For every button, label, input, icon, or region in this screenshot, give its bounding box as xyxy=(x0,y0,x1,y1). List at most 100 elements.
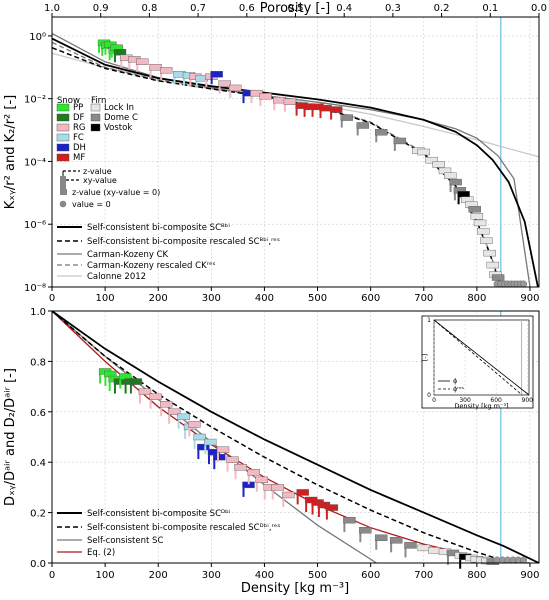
legend-snow-label: DF xyxy=(73,113,85,123)
legend-snow-title: Snow xyxy=(57,96,80,106)
porosity-tick-label: 0.7 xyxy=(190,3,206,14)
bottom-data-points xyxy=(98,368,528,569)
bottom-data-point xyxy=(188,421,201,428)
legend-circle-marker xyxy=(59,200,67,208)
bottom-data-point xyxy=(404,542,417,549)
top-data-point xyxy=(259,92,272,100)
top-y-tick-label: 10⁰ xyxy=(29,32,46,43)
top-data-point xyxy=(229,84,242,92)
inset-x-axis-label: Density [kg m⁻³] xyxy=(454,402,508,410)
bottom-x-tick-label: 300 xyxy=(202,570,221,581)
top-x-tick-label: 800 xyxy=(467,293,486,304)
bottom-data-point xyxy=(271,484,284,491)
legend-label-sc-bi: Self-consistent bi-composite SCᴮᵇⁱ xyxy=(87,223,230,233)
bottom-y-axis-label: Dₓᵧ/Dᵃⁱʳ and D₂/Dᵃⁱʳ [-] xyxy=(3,368,18,506)
legend-firn-label: Dome C xyxy=(104,113,138,123)
bottom-series-line xyxy=(51,310,540,564)
legend-label-sc-bi-res: Self-consistent bi-composite rescaled SC… xyxy=(87,237,280,247)
legend-snow-swatch xyxy=(56,103,70,112)
legend-snow-swatch xyxy=(56,123,70,132)
bottom-y-tick-label: 0.4 xyxy=(30,458,46,469)
bottom-data-point xyxy=(343,516,356,524)
top-y-tick-label: 10⁻² xyxy=(24,95,46,106)
top-data-point xyxy=(457,191,470,198)
bottom-data-point xyxy=(129,378,143,385)
porosity-tick-label: 0.8 xyxy=(141,3,157,14)
legend-firn-label: Lock In xyxy=(104,103,134,113)
legend-snow-label: DH xyxy=(73,143,86,153)
legend-snow-label: MF xyxy=(73,153,85,163)
top-data-point xyxy=(480,237,493,244)
legend-snow-label: RG xyxy=(73,123,86,133)
top-data-point xyxy=(136,58,149,65)
top-data-point xyxy=(486,261,499,269)
top-x-tick-label: 100 xyxy=(96,293,115,304)
bottom-y-ticks: 0.0 0.2 0.4 0.6 0.8 1.0 xyxy=(30,307,52,570)
marker-legend: z-value xy-value z-value (xy-value = 0) … xyxy=(59,167,160,209)
top-data-point xyxy=(149,64,162,71)
bottom-data-point xyxy=(234,464,247,471)
inset-series-line xyxy=(433,319,530,396)
legend-label-sc-bi-d: Self-consistent bi-composite SCᴰᵇⁱ xyxy=(87,509,230,519)
legend-zero-xy-label: z-value (xy-value = 0) xyxy=(72,188,160,197)
bottom-data-point xyxy=(167,408,181,415)
legend-xy-value-marker xyxy=(60,176,66,190)
top-x-tick-label: 400 xyxy=(255,293,274,304)
porosity-tick-label: 0.5 xyxy=(288,3,304,14)
top-series-line xyxy=(51,37,539,288)
top-data-point xyxy=(329,106,343,113)
porosity-tick-label: 0.2 xyxy=(434,3,450,14)
top-data-point xyxy=(432,161,445,168)
bottom-y-tick-label: 0.8 xyxy=(30,357,46,368)
porosity-tick-label: 0.1 xyxy=(482,3,498,14)
bottom-data-point xyxy=(197,443,210,451)
legend-label-sc: Self-consistent SC xyxy=(87,536,163,546)
inset-series-line xyxy=(433,319,523,396)
top-zero-point xyxy=(520,280,528,288)
bottom-data-point xyxy=(428,547,441,554)
top-x-tick-label: 600 xyxy=(361,293,380,304)
porosity-axis-label: Porosity [-] xyxy=(260,1,330,16)
bottom-data-point xyxy=(247,469,261,476)
top-line-legend: Self-consistent bi-composite SCᴮᵇⁱ Self-… xyxy=(57,223,280,282)
bottom-x-ticks: 0 100 200 300 400 500 600 700 800 900 xyxy=(49,563,540,581)
bottom-y-tick-label: 0.2 xyxy=(30,509,46,520)
legend-snow-label: FC xyxy=(73,133,84,143)
bottom-data-point xyxy=(149,393,162,400)
top-x-tick-label: 500 xyxy=(308,293,327,304)
bottom-data-point xyxy=(226,456,239,463)
bottom-data-point xyxy=(375,534,388,541)
top-data-point xyxy=(491,274,505,281)
legend-label-sc-bi-res-d: Self-consistent bi-composite rescaled SC… xyxy=(87,523,280,533)
bottom-data-point xyxy=(282,491,295,499)
top-x-tick-label: 0 xyxy=(49,293,55,304)
top-x-tick-label: 300 xyxy=(202,293,221,304)
porosity-tick-label: 0.4 xyxy=(336,3,352,14)
top-x-tick-label: 900 xyxy=(520,293,539,304)
top-data-point xyxy=(273,96,286,104)
legend-label-eq2: Eq. (2) xyxy=(87,548,115,558)
top-data-point xyxy=(218,80,231,87)
top-data-point xyxy=(393,137,407,145)
bottom-x-tick-label: 200 xyxy=(149,570,168,581)
top-y-tick-label: 10⁻⁶ xyxy=(24,220,46,231)
legend-xy-value-label: xy-value xyxy=(83,176,117,185)
inset-y-axis-label: [-] xyxy=(421,354,429,361)
porosity-tick-label: 0.3 xyxy=(385,3,401,14)
bottom-data-point xyxy=(193,433,206,441)
top-data-point xyxy=(468,206,481,213)
bottom-x-axis-label: Density [kg m⁻³] xyxy=(241,581,349,596)
permeability-panel: 0 100 200 300 400 500 600 700 800 900 10⁻⁸10⁻⁶10⁻… xyxy=(3,1,547,304)
bottom-data-point xyxy=(138,388,152,395)
bottom-plot-frame xyxy=(51,310,540,564)
bottom-x-tick-label: 600 xyxy=(361,570,380,581)
bottom-x-tick-label: 900 xyxy=(520,570,539,581)
legend-firn-swatch xyxy=(90,103,101,112)
inset-x-tick-label: 600 xyxy=(490,397,502,404)
top-data-point xyxy=(340,114,353,121)
bottom-data-point xyxy=(216,446,230,453)
top-data-point xyxy=(375,129,388,136)
